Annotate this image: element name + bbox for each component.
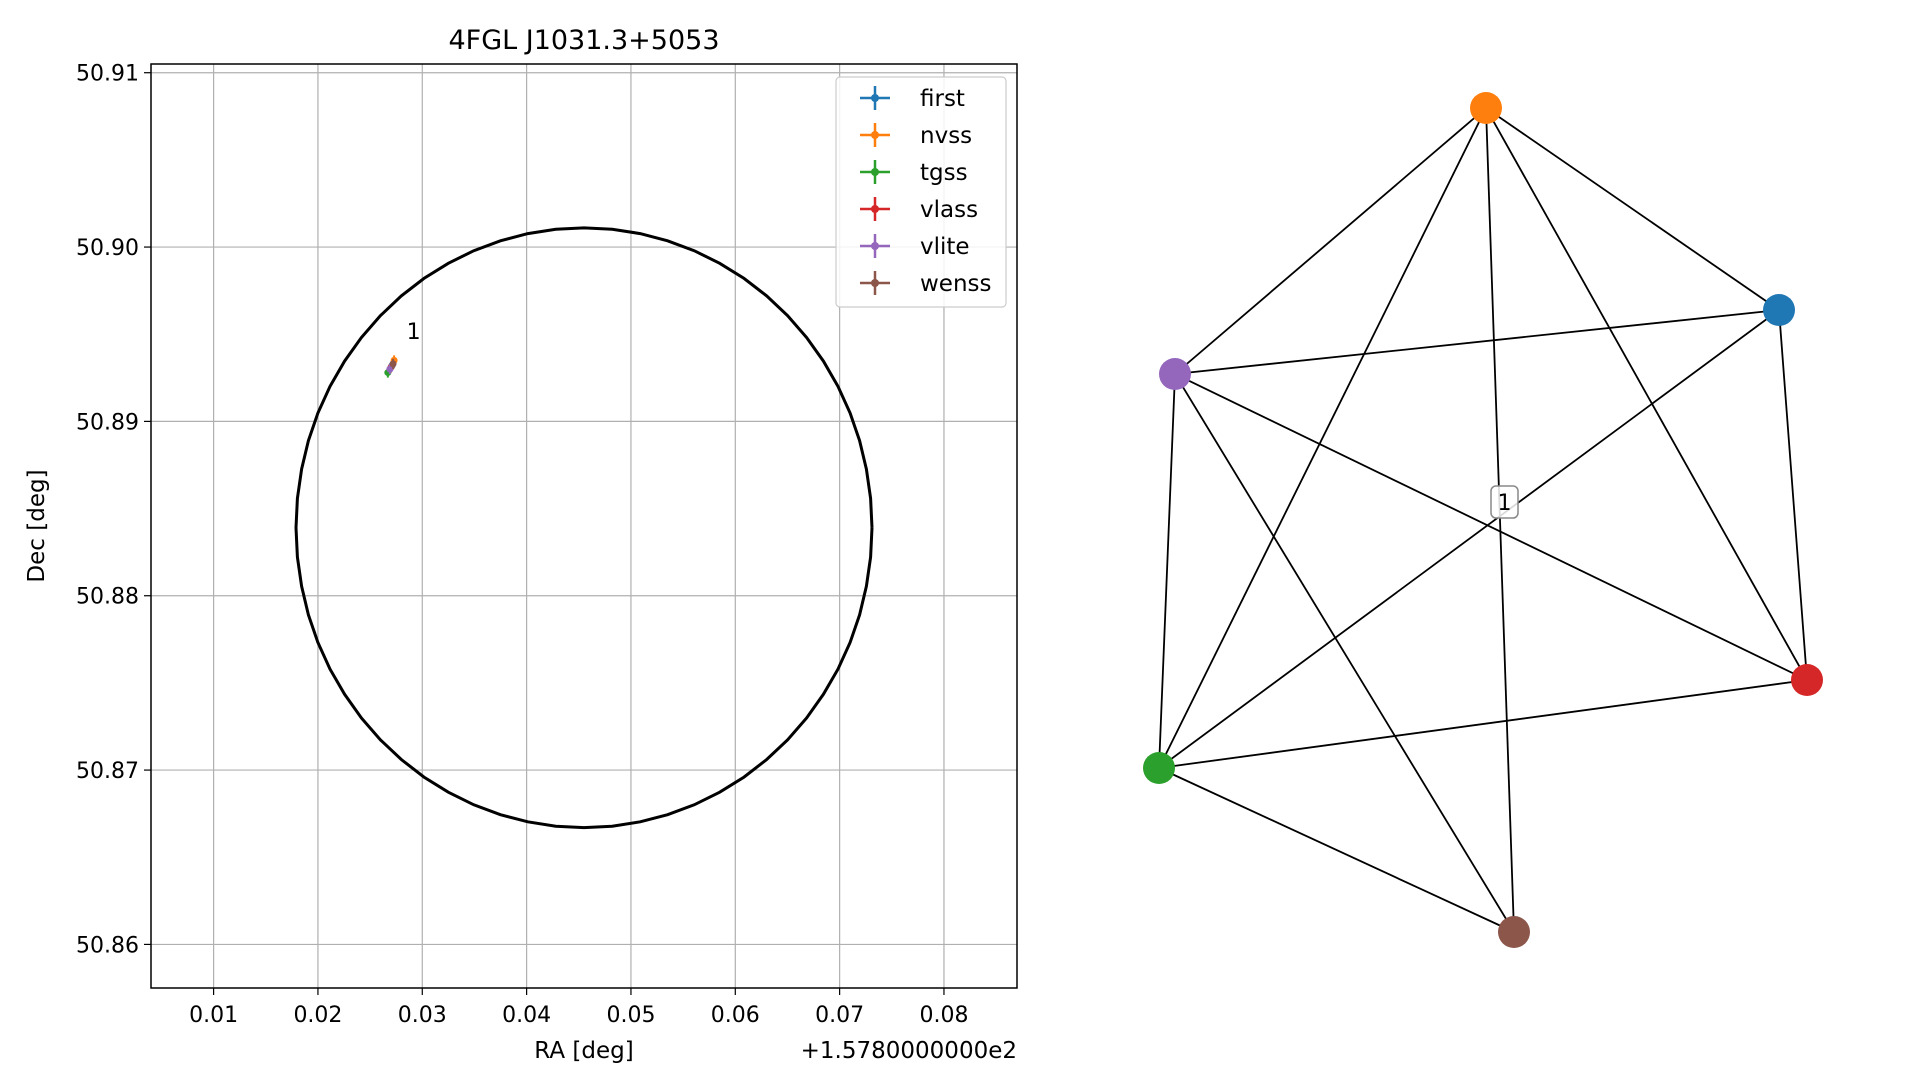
x-tick-label: 0.02 (293, 1003, 342, 1028)
edge-first-tgss (1158, 309, 1780, 769)
point-annotation: 1 (407, 320, 421, 345)
y-axis-ticks: 50.86 50.87 50.88 50.89 50.90 50.91 (76, 62, 151, 958)
edge-nvss-first (1485, 107, 1780, 311)
edge-first-vlass (1778, 309, 1808, 681)
y-tick-label: 50.87 (76, 759, 139, 784)
x-tick-label: 0.05 (606, 1003, 655, 1028)
node-wenss (1498, 916, 1530, 948)
center-label: 1 (1490, 485, 1519, 519)
legend-label-first: first (920, 86, 965, 112)
edge-vlite-vlass (1174, 373, 1808, 681)
legend-label-vlite: vlite (920, 234, 970, 260)
x-offset-label: +1.5780000000e2 (801, 1038, 1017, 1064)
legend-marker-tgss (871, 168, 879, 176)
x-tick-label: 0.07 (815, 1003, 864, 1028)
y-tick-label: 50.90 (76, 236, 139, 261)
x-tick-label: 0.08 (919, 1003, 968, 1028)
plot-frame (150, 63, 1018, 989)
edge-first-vlite (1174, 309, 1780, 375)
x-tick-label: 0.06 (711, 1003, 760, 1028)
network-panel: 1 (1143, 92, 1823, 948)
legend-label-nvss: nvss (920, 123, 972, 149)
edge-nvss-tgss (1158, 107, 1487, 769)
x-tick-label: 0.01 (189, 1003, 238, 1028)
edge-vlite-wenss (1174, 373, 1515, 933)
y-tick-label: 50.88 (76, 585, 139, 610)
point-wenss (389, 360, 397, 368)
x-tick-label: 0.04 (502, 1003, 551, 1028)
legend-label-tgss: tgss (920, 160, 968, 186)
edge-vlite-tgss (1158, 373, 1176, 769)
edge-nvss-vlite (1174, 107, 1487, 375)
node-vlite (1159, 358, 1191, 390)
edge-nvss-vlass (1485, 107, 1808, 681)
point-vlite (386, 365, 394, 373)
node-nvss (1470, 92, 1502, 124)
error-circle-outline (294, 226, 874, 830)
edge-nvss-wenss (1485, 107, 1515, 933)
node-first (1763, 294, 1795, 326)
node-tgss (1143, 752, 1175, 784)
edge-tgss-vlass (1158, 679, 1808, 769)
scatter-panel: 1 0.01 0.02 0.03 0.04 0.05 0.06 0.07 0.08 50.86… (24, 25, 1018, 1064)
edge-tgss-wenss (1158, 767, 1515, 933)
error-circle (294, 226, 874, 830)
y-axis-label: Dec [deg] (24, 469, 50, 582)
legend: first nvss tgss vlass vlite wenss (835, 76, 1007, 308)
y-tick-label: 50.91 (76, 62, 139, 87)
legend-marker-vlite (871, 242, 879, 250)
x-axis-label: RA [deg] (534, 1038, 633, 1064)
legend-label-vlass: vlass (920, 197, 978, 223)
node-vlass (1791, 664, 1823, 696)
legend-marker-vlass (871, 205, 879, 213)
y-tick-label: 50.89 (76, 410, 139, 435)
center-label-text: 1 (1498, 491, 1512, 516)
x-tick-label: 0.03 (398, 1003, 447, 1028)
center-label-box (1490, 485, 1519, 519)
y-tick-label: 50.86 (76, 933, 139, 958)
legend-marker-nvss (871, 131, 879, 139)
graph-edges (1158, 107, 1808, 933)
legend-label-wenss: wenss (920, 271, 992, 297)
chart-title: 4FGL J1031.3+5053 (448, 25, 719, 56)
graph-nodes (1143, 92, 1823, 948)
data-points: 1 (384, 320, 421, 378)
legend-marker-wenss (871, 279, 879, 287)
x-axis-ticks: 0.01 0.02 0.03 0.04 0.05 0.06 0.07 0.08 (189, 988, 968, 1028)
legend-marker-first (871, 94, 879, 102)
legend-items: first nvss tgss vlass vlite wenss (860, 86, 992, 297)
